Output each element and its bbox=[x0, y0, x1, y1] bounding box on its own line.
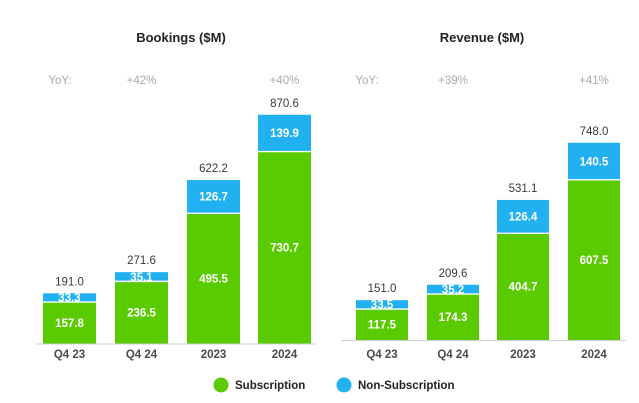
revenue-category-label: 2024 bbox=[581, 349, 607, 361]
bookings-chart: Bookings ($M) YoY: 157.8 33.3 191.0 Q4 23 236.… bbox=[36, 30, 317, 361]
revenue-bar-subscription bbox=[497, 233, 549, 340]
bookings-bar-nonsubscription bbox=[43, 293, 96, 303]
bookings-category-label: 2023 bbox=[201, 349, 227, 361]
revenue-nonsubscription-value: 35.2 bbox=[442, 284, 464, 296]
revenue-yoy-value: +41% bbox=[579, 75, 609, 87]
bookings-nonsubscription-value: 35.1 bbox=[130, 272, 153, 284]
legend-swatch-nonsubscription bbox=[336, 377, 352, 393]
revenue-nonsubscription-value: 126.4 bbox=[509, 212, 538, 224]
bookings-bar-subscription bbox=[258, 151, 311, 344]
revenue-subscription-value: 404.7 bbox=[509, 282, 538, 294]
bookings-category-label: Q4 23 bbox=[54, 349, 85, 361]
revenue-category-label: 2023 bbox=[510, 349, 536, 361]
bookings-nonsubscription-value: 139.9 bbox=[270, 128, 299, 140]
revenue-subscription-value: 607.5 bbox=[580, 255, 609, 267]
legend-label-subscription: Subscription bbox=[235, 380, 305, 392]
revenue-total-value: 209.6 bbox=[439, 268, 468, 280]
bookings-yoy-label: YoY: bbox=[48, 75, 71, 87]
bookings-chart-title: Bookings ($M) bbox=[136, 30, 226, 45]
bookings-yoy-value: +40% bbox=[270, 75, 300, 87]
bookings-bar-subscription bbox=[187, 213, 240, 344]
bookings-nonsubscription-value: 126.7 bbox=[199, 192, 228, 204]
revenue-nonsubscription-value: 33.5 bbox=[371, 300, 394, 312]
revenue-yoy-label: YoY: bbox=[355, 75, 378, 87]
revenue-chart: Revenue ($M) YoY: 117.5 33.5 151.0 Q4 23 174.3… bbox=[341, 30, 626, 361]
revenue-category-label: Q4 24 bbox=[437, 349, 469, 361]
bookings-total-value: 622.2 bbox=[199, 163, 228, 175]
revenue-chart-title: Revenue ($M) bbox=[440, 30, 525, 45]
revenue-yoy-value: +39% bbox=[438, 75, 468, 87]
bookings-nonsubscription-value: 33.3 bbox=[58, 293, 80, 305]
legend-label-nonsubscription: Non-Subscription bbox=[358, 380, 454, 392]
bookings-bar-nonsubscription bbox=[258, 114, 311, 152]
revenue-bar-nonsubscription bbox=[497, 199, 549, 234]
revenue-bar-subscription bbox=[568, 179, 620, 340]
revenue-bar-nonsubscription bbox=[427, 284, 479, 295]
revenue-total-value: 748.0 bbox=[580, 126, 609, 138]
bookings-bar-nonsubscription bbox=[187, 180, 240, 214]
bookings-bar-subscription bbox=[43, 302, 96, 344]
revenue-subscription-value: 174.3 bbox=[439, 312, 468, 324]
revenue-category-label: Q4 23 bbox=[366, 349, 397, 361]
bookings-category-label: Q4 24 bbox=[126, 349, 158, 361]
bookings-yoy-value: +42% bbox=[127, 75, 157, 87]
bookings-bar-nonsubscription bbox=[115, 272, 168, 282]
revenue-bar-subscription bbox=[427, 294, 479, 340]
bookings-category-label: 2024 bbox=[272, 349, 298, 361]
bookings-total-value: 191.0 bbox=[55, 276, 84, 288]
bookings-subscription-value: 730.7 bbox=[270, 243, 299, 255]
revenue-bar-nonsubscription bbox=[356, 300, 408, 310]
bookings-subscription-value: 157.8 bbox=[55, 318, 84, 330]
bookings-subscription-value: 495.5 bbox=[199, 273, 228, 285]
bookings-subscription-value: 236.5 bbox=[127, 307, 156, 319]
revenue-bar-nonsubscription bbox=[568, 142, 620, 180]
revenue-total-value: 151.0 bbox=[368, 283, 397, 295]
bookings-total-value: 870.6 bbox=[270, 98, 299, 110]
revenue-subscription-value: 117.5 bbox=[368, 320, 397, 332]
legend-swatch-subscription bbox=[213, 377, 229, 393]
bookings-total-value: 271.6 bbox=[127, 255, 156, 267]
revenue-nonsubscription-value: 140.5 bbox=[580, 156, 609, 168]
bookings-bar-subscription bbox=[115, 281, 168, 344]
revenue-total-value: 531.1 bbox=[509, 183, 538, 195]
chart-legend: Subscription Non-Subscription bbox=[213, 377, 454, 393]
revenue-bar-subscription bbox=[356, 309, 408, 340]
